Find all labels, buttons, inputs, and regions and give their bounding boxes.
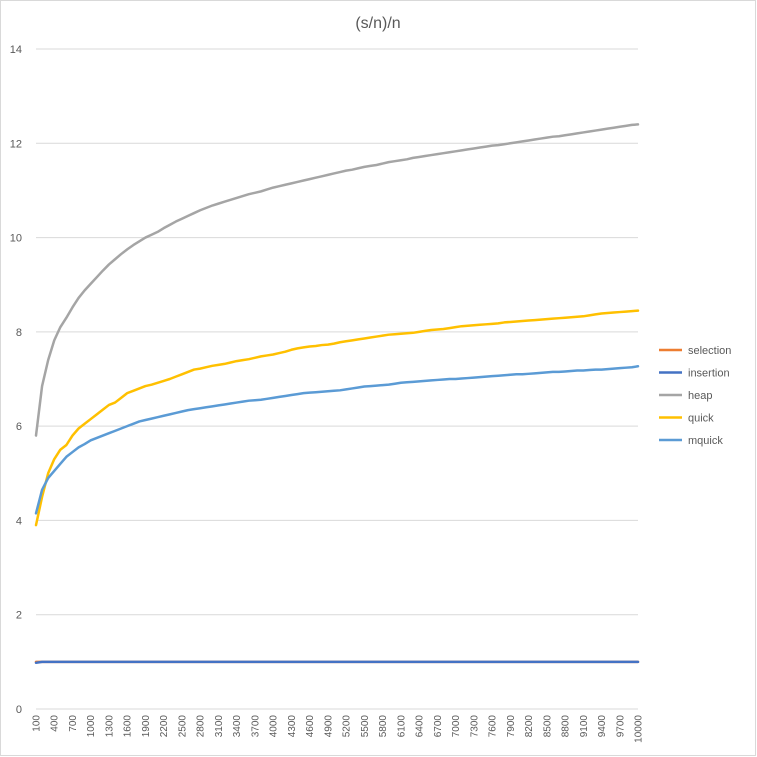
series-line-quick — [34, 309, 640, 527]
x-tick-label: 1600 — [123, 715, 134, 738]
y-tick-label: 8 — [16, 327, 22, 339]
x-tick-label: 4600 — [305, 715, 316, 738]
legend: selection insertion heap quick mquick — [659, 345, 731, 447]
legend-label-mquick: mquick — [688, 435, 723, 447]
legend-label-insertion: insertion — [688, 368, 730, 380]
x-tick-label: 4000 — [269, 715, 280, 738]
x-tick-label: 400 — [50, 715, 61, 732]
y-axis-tick-labels: 0 2 4 6 8 10 12 14 — [10, 44, 22, 716]
x-tick-label: 1300 — [104, 715, 115, 738]
x-tick-label: 7600 — [488, 715, 499, 738]
y-tick-label: 4 — [16, 515, 22, 527]
chart-title: (s/n)/n — [355, 15, 400, 32]
x-tick-label: 8500 — [542, 715, 553, 738]
x-tick-label: 1000 — [86, 715, 97, 738]
x-tick-label: 7300 — [469, 715, 480, 738]
x-tick-label: 5200 — [342, 715, 353, 738]
legend-label-quick: quick — [688, 413, 714, 425]
x-tick-label: 2200 — [159, 715, 170, 738]
x-tick-label: 100 — [32, 715, 43, 732]
x-tick-label: 8200 — [524, 715, 535, 738]
x-tick-label: 1900 — [141, 715, 152, 738]
y-tick-label: 2 — [16, 610, 22, 622]
x-tick-label: 3400 — [232, 715, 243, 738]
x-tick-label: 5800 — [378, 715, 389, 738]
x-tick-label: 7000 — [451, 715, 462, 738]
x-tick-label: 2800 — [196, 715, 207, 738]
series-line-heap — [34, 123, 640, 437]
x-tick-label: 9400 — [597, 715, 608, 738]
x-tick-label: 9100 — [579, 715, 590, 738]
x-tick-label: 6100 — [396, 715, 407, 738]
x-tick-label: 7900 — [506, 715, 517, 738]
x-tick-label: 4900 — [323, 715, 334, 738]
y-tick-label: 0 — [16, 704, 22, 716]
legend-label-selection: selection — [688, 345, 731, 357]
x-tick-label: 8800 — [561, 715, 572, 738]
x-tick-label: 2500 — [177, 715, 188, 738]
x-tick-label: 700 — [68, 715, 79, 732]
x-tick-label: 5500 — [360, 715, 371, 738]
x-tick-label: 6400 — [415, 715, 426, 738]
y-tick-label: 14 — [10, 44, 22, 56]
legend-label-heap: heap — [688, 390, 712, 402]
y-tick-label: 12 — [10, 138, 22, 150]
series-line-insertion — [34, 660, 640, 665]
x-tick-label: 3100 — [214, 715, 225, 738]
x-axis-tick-labels: 100 400 700 1000 1300 1600 1900 2200 2500 2800 310… — [32, 715, 645, 743]
gridlines — [36, 48, 638, 616]
x-tick-label: 3700 — [250, 715, 261, 738]
x-tick-label: 6700 — [433, 715, 444, 738]
y-tick-label: 10 — [10, 233, 22, 245]
series-lines — [34, 123, 640, 665]
x-tick-label: 9700 — [615, 715, 626, 738]
series-line-mquick — [34, 365, 640, 515]
y-tick-label: 6 — [16, 421, 22, 433]
x-tick-label: 4300 — [287, 715, 298, 738]
x-tick-label: 10000 — [634, 715, 645, 743]
